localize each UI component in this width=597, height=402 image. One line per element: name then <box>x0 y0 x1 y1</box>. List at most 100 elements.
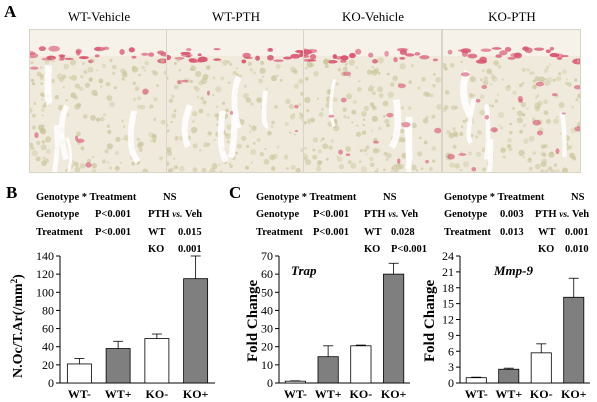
bar-WT- <box>465 377 487 384</box>
y-tick-label: 0 <box>48 376 54 390</box>
x-tick-label: WT- <box>284 387 307 401</box>
x-tick-label: WT- <box>465 387 488 401</box>
panel-b-letter: B <box>6 183 18 202</box>
y-tick-label: 0 <box>267 376 273 390</box>
pth-vs-veh-label: PTH vs. Veh <box>364 209 419 220</box>
stat-label: Genotype <box>36 209 80 220</box>
chart-title: Mmp-9 <box>493 263 534 278</box>
bar-KO- <box>530 352 552 384</box>
histology-image-ko-pth <box>442 29 581 173</box>
x-tick-label: KO+ <box>183 387 209 401</box>
bar-KO+ <box>183 278 209 384</box>
y-tick-label: 140 <box>36 250 54 263</box>
x-tick-label: KO+ <box>381 387 407 401</box>
histology-image-ko-vehicle <box>303 29 442 173</box>
trap-bar-chart: 0 10 20 30 40 50 60 70 WT- WT+ KO- KO+ Fold Change Tr… <box>245 250 410 401</box>
stat-label: KO <box>538 244 555 255</box>
panel-a-letter: A <box>4 2 17 21</box>
x-tick-label: WT+ <box>315 387 342 401</box>
x-tick-label: KO- <box>146 387 169 401</box>
bar-WT- <box>66 363 92 384</box>
x-tick-label: KO- <box>530 387 553 401</box>
y-tick-label: 15 <box>442 297 454 311</box>
stat-value: NS <box>163 192 177 203</box>
y-axis-label: Fold Change <box>422 280 438 362</box>
y-tick-label: 20 <box>261 340 273 354</box>
stat-value: P<0.001 <box>95 227 132 238</box>
stat-value: P<0.001 <box>313 227 350 238</box>
bar-WT+ <box>105 348 131 384</box>
stat-value: P<0.001 <box>95 209 132 220</box>
y-tick-label: 0 <box>448 376 454 390</box>
y-tick-label: 21 <box>442 265 454 279</box>
y-tick-label: 30 <box>261 322 273 336</box>
y-tick-label: 40 <box>42 340 54 354</box>
stat-value: 0.010 <box>565 244 589 255</box>
image-title-wt-vehicle: WT-Vehicle <box>67 9 131 24</box>
stat-value: P<0.001 <box>313 209 350 220</box>
bar-WT+ <box>317 356 339 384</box>
x-tick-label: KO+ <box>561 387 587 401</box>
stat-value: 0.015 <box>178 227 202 238</box>
stat-label: Genotype * Treatment <box>36 192 137 203</box>
stat-value: 0.003 <box>500 209 524 220</box>
y-tick-label: 100 <box>36 285 54 299</box>
osteoclast-number-bar-chart: 0 20 40 60 80 100 120 140 WT- WT+ KO- KO+ N.Oc/T.Ar(… <box>9 250 215 401</box>
panel-c-letter: C <box>229 183 242 202</box>
stat-label: Genotype * Treatment <box>444 192 545 203</box>
stat-label: Genotype * Treatment <box>256 192 357 203</box>
histology-drawing <box>304 30 441 172</box>
y-tick-label: 20 <box>42 358 54 372</box>
histology-drawing <box>30 30 167 172</box>
stat-value: 0.013 <box>500 227 524 238</box>
y-tick-label: 40 <box>261 303 273 317</box>
histology-image-wt-pth <box>166 29 305 173</box>
chart-title: Trap <box>291 263 317 278</box>
x-tick-label: WT+ <box>105 387 132 401</box>
bar-KO- <box>350 345 372 384</box>
image-title-ko-vehicle: KO-Vehicle <box>341 9 405 24</box>
x-tick-label: WT- <box>68 387 91 401</box>
image-title-wt-pth: WT-PTH <box>212 9 260 24</box>
stat-value: 0.001 <box>178 244 202 255</box>
stat-label: Genotype <box>256 209 300 220</box>
y-tick-label: 70 <box>261 250 273 263</box>
image-title-ko-pth: KO-PTH <box>488 9 536 24</box>
stat-label: WT <box>148 227 166 238</box>
bar-KO+ <box>383 273 405 384</box>
x-tick-label: KO- <box>350 387 373 401</box>
stat-label: WT <box>538 227 556 238</box>
bar-KO- <box>144 338 170 384</box>
stat-value: P<0.001 <box>391 244 428 255</box>
histology-drawing <box>167 30 304 172</box>
y-tick-label: 10 <box>261 358 273 372</box>
y-tick-label: 60 <box>42 322 54 336</box>
stat-label: Treatment <box>36 227 83 238</box>
y-tick-label: 9 <box>448 328 454 342</box>
pth-vs-veh-label: PTH vs. Veh <box>148 209 203 220</box>
y-axis-label: N.Oc/T.Ar(/mm2) <box>9 274 26 378</box>
histology-drawing <box>443 30 580 172</box>
y-tick-label: 50 <box>261 285 273 299</box>
y-tick-label: 120 <box>36 267 54 281</box>
stat-label: Treatment <box>444 227 491 238</box>
stat-value: NS <box>571 192 585 203</box>
y-tick-label: 60 <box>261 267 273 281</box>
y-tick-label: 6 <box>448 344 454 358</box>
y-tick-label: 24 <box>442 250 454 263</box>
x-tick-label: WT+ <box>495 387 522 401</box>
y-axis-label: Fold Change <box>245 280 261 362</box>
stat-label: KO <box>364 244 381 255</box>
histology-image-wt-vehicle <box>29 29 168 173</box>
mmp9-bar-chart: 0 3 6 912 15 18 21 24 WT- WT+ KO- KO+ Fold Change Mmp… <box>422 250 590 401</box>
y-tick-label: 80 <box>42 303 54 317</box>
stat-value: 0.001 <box>565 227 589 238</box>
stat-label: KO <box>148 244 165 255</box>
stat-label: Treatment <box>256 227 303 238</box>
bar-KO+ <box>563 296 585 384</box>
pth-vs-veh-label: PTH vs. Veh <box>535 209 590 220</box>
stat-label: WT <box>364 227 382 238</box>
bar-WT- <box>284 380 306 384</box>
stat-value: NS <box>383 192 397 203</box>
y-tick-label: 3 <box>448 360 454 374</box>
